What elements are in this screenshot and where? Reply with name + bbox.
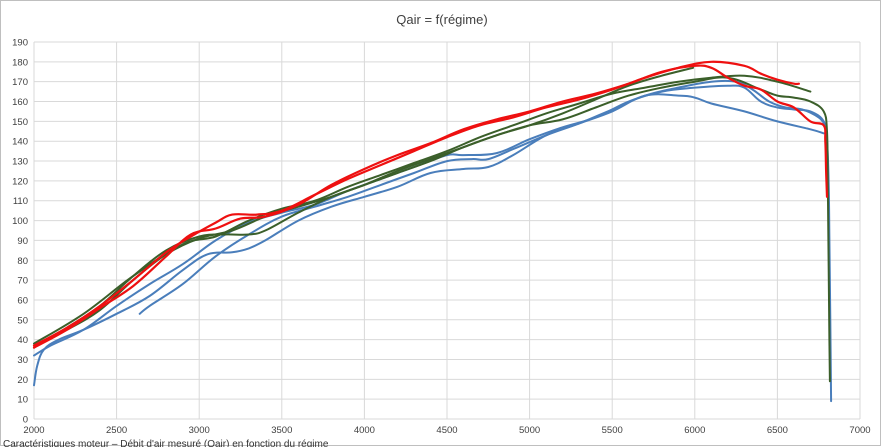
x-tick-label: 2000 bbox=[23, 425, 44, 436]
y-tick-label: 130 bbox=[12, 157, 28, 168]
y-tick-label: 110 bbox=[13, 196, 28, 207]
cropped-caption: Caractéristiques moteur – Débit d'air me… bbox=[3, 439, 329, 447]
y-tick-label: 180 bbox=[12, 57, 28, 68]
y-tick-label: 10 bbox=[17, 395, 28, 406]
x-tick-label: 4000 bbox=[354, 425, 375, 436]
x-axis-ticks: 2000 2500 3000 3500 4000 4500 5000 5500 6000 6500… bbox=[23, 425, 870, 436]
y-tick-label: 80 bbox=[17, 256, 28, 267]
x-tick-label: 2500 bbox=[106, 425, 127, 436]
series-line-1-blue bbox=[33, 93, 825, 387]
x-tick-label: 3500 bbox=[271, 425, 292, 436]
series-line-7-red bbox=[32, 64, 829, 349]
gridlines bbox=[33, 41, 861, 420]
x-tick-label: 6000 bbox=[684, 425, 705, 436]
y-tick-label: 60 bbox=[17, 295, 28, 306]
y-tick-label: 0 bbox=[23, 415, 28, 426]
x-tick-label: 7000 bbox=[849, 425, 870, 436]
series-line-8-red bbox=[32, 60, 800, 347]
y-axis-ticks: 0 10 20 30 40 50 60 70 80 90 100 110 120 130 140 150 160… bbox=[12, 38, 28, 426]
y-tick-label: 20 bbox=[17, 375, 28, 386]
series-line-3-blue bbox=[138, 79, 827, 315]
y-tick-label: 70 bbox=[17, 276, 28, 287]
series-line-5-green bbox=[33, 76, 831, 383]
y-tick-label: 160 bbox=[12, 97, 28, 108]
chart-title: Qair = f(régime) bbox=[396, 12, 487, 27]
series-line-2-blue bbox=[33, 84, 833, 403]
y-tick-label: 100 bbox=[12, 216, 28, 227]
y-tick-label: 140 bbox=[12, 137, 28, 148]
x-tick-label: 5500 bbox=[602, 425, 623, 436]
x-tick-label: 6500 bbox=[767, 425, 788, 436]
y-tick-label: 30 bbox=[17, 355, 28, 366]
y-tick-label: 150 bbox=[12, 117, 28, 128]
y-tick-label: 190 bbox=[12, 38, 28, 49]
x-tick-label: 5000 bbox=[519, 425, 540, 436]
y-tick-label: 40 bbox=[17, 335, 28, 346]
y-tick-label: 90 bbox=[17, 236, 28, 247]
y-tick-label: 120 bbox=[12, 176, 28, 187]
series-line-4-green bbox=[33, 66, 695, 347]
x-tick-label: 3000 bbox=[189, 425, 210, 436]
y-tick-label: 170 bbox=[12, 77, 28, 88]
series-line-6-green bbox=[33, 74, 812, 345]
x-tick-label: 4500 bbox=[436, 425, 457, 436]
y-tick-label: 50 bbox=[17, 315, 28, 326]
series-group bbox=[32, 60, 833, 403]
